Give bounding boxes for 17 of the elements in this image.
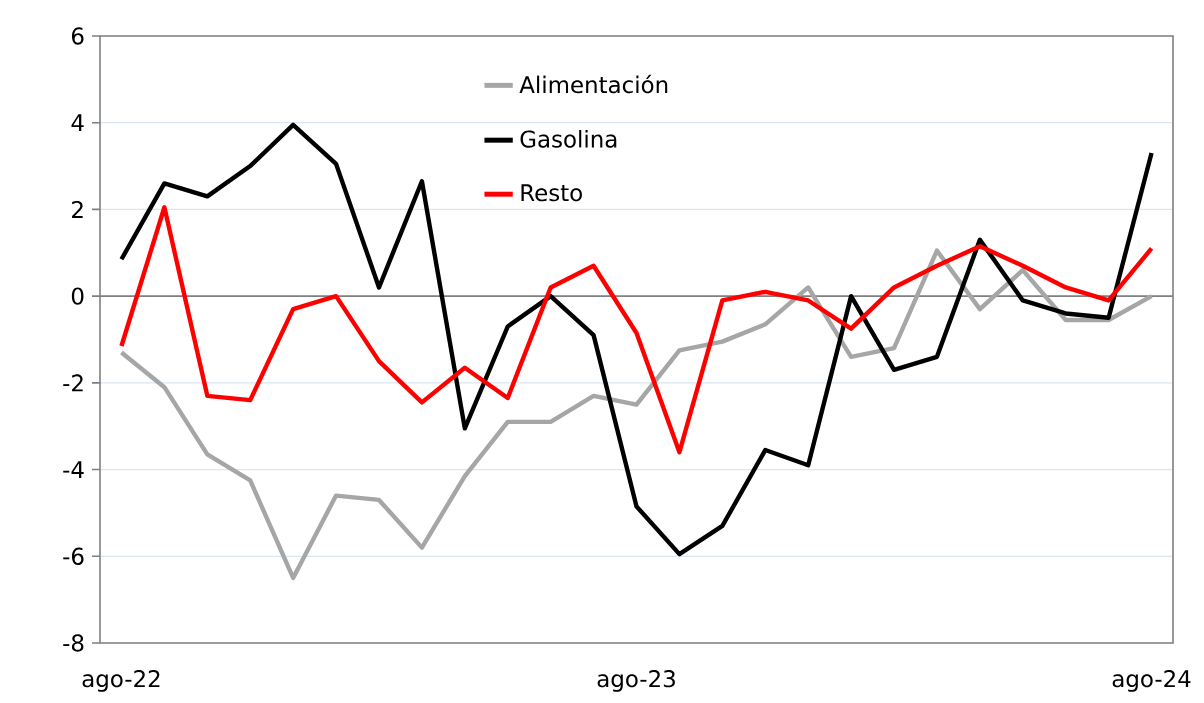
y-tick-label: -6 [63,547,84,565]
x-tick-label: ago-23 [597,670,675,692]
line-series [119,248,1154,581]
y-tick-label: -2 [63,374,83,392]
y-tick-label: 0 [71,287,84,305]
y-tick-label: 2 [72,200,83,218]
line-series [119,205,1154,455]
y-tick-label: -4 [63,461,84,478]
x-tick-label: ago-22 [82,670,160,692]
legend-label: Resto [521,184,582,202]
y-tick-label: 6 [71,27,84,45]
x-tick-label: ago-24 [1112,670,1191,692]
y-tick-label: -8 [63,634,84,652]
line-series [119,122,1154,557]
legend-label: Alimentación [519,74,668,94]
legend-label: Gasolina [520,129,617,148]
y-tick-label: 4 [71,114,84,132]
